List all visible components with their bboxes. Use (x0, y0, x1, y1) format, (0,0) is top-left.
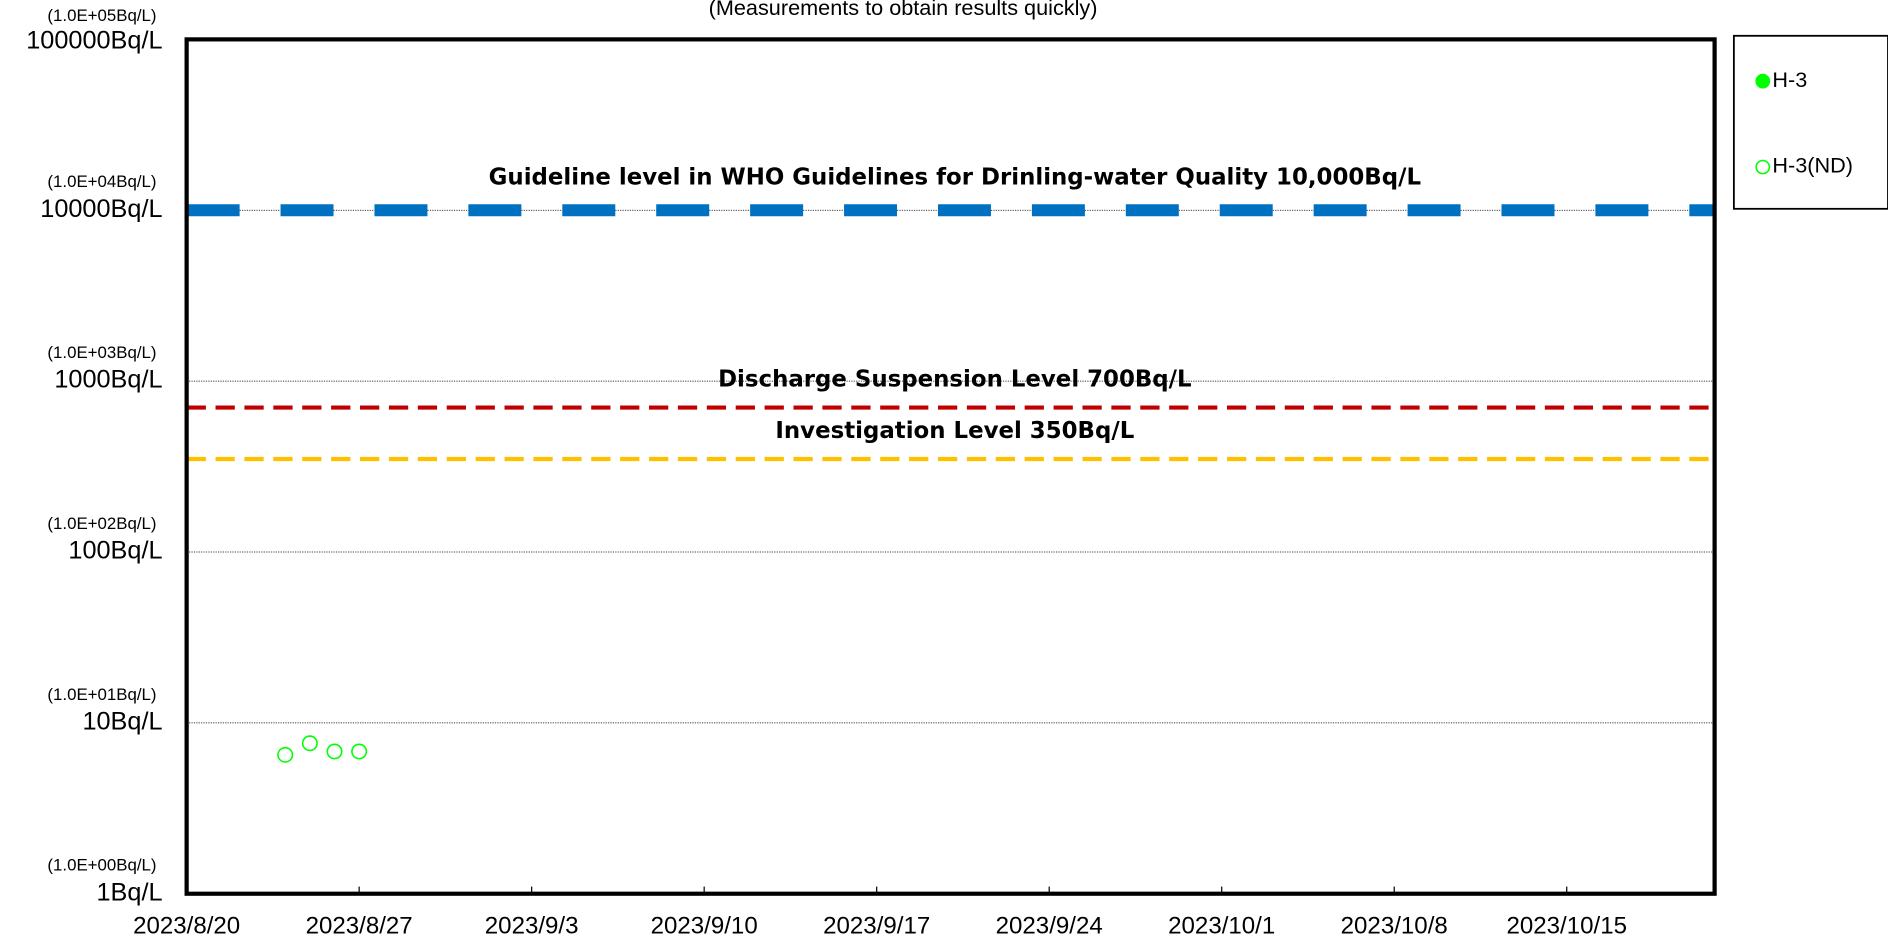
x-tick-label: 2023/10/1 (1168, 913, 1275, 940)
x-tick-label: 2023/9/17 (823, 913, 930, 940)
y-tick-label: 1Bq/L (97, 878, 163, 906)
data-point (351, 743, 368, 760)
legend-box (1732, 34, 1888, 210)
reference-label: Guideline level in WHO Guidelines for Dr… (489, 165, 1421, 191)
y-tick-note: (1.0E+05Bq/L) (47, 6, 156, 25)
y-tick-label: 100Bq/L (68, 537, 162, 565)
x-tick-label: 2023/9/24 (996, 913, 1103, 940)
plot-frame (184, 37, 1717, 896)
y-tick-label: 100000Bq/L (26, 26, 162, 54)
x-tick-label: 2023/8/20 (133, 913, 240, 940)
y-tick-note: (1.0E+04Bq/L) (47, 172, 156, 191)
x-tick-label: 2023/10/15 (1506, 913, 1627, 940)
legend-label: H-3(ND) (1772, 153, 1853, 178)
legend-marker (1755, 73, 1771, 89)
y-tick-note: (1.0E+02Bq/L) (47, 514, 156, 533)
data-point (301, 735, 318, 752)
x-tick-label: 2023/10/8 (1341, 913, 1448, 940)
chart-subtitle: (Measurements to obtain results quickly) (709, 0, 1098, 20)
x-tick-label: 2023/8/27 (306, 913, 413, 940)
reference-label: Investigation Level 350Bq/L (775, 418, 1134, 444)
legend-marker (1755, 159, 1771, 175)
y-tick-note: (1.0E+01Bq/L) (47, 685, 156, 704)
data-point (277, 746, 294, 763)
y-tick-label: 10Bq/L (82, 708, 162, 736)
x-tick-label: 2023/9/10 (651, 913, 758, 940)
y-tick-note: (1.0E+00Bq/L) (47, 856, 156, 875)
x-tick-label: 2023/9/3 (485, 913, 579, 940)
y-tick-label: 1000Bq/L (54, 366, 162, 394)
y-tick-note: (1.0E+03Bq/L) (47, 343, 156, 362)
reference-label: Discharge Suspension Level 700Bq/L (718, 367, 1192, 393)
data-point (326, 743, 343, 760)
legend-label: H-3 (1772, 67, 1807, 92)
y-tick-label: 10000Bq/L (40, 195, 162, 223)
